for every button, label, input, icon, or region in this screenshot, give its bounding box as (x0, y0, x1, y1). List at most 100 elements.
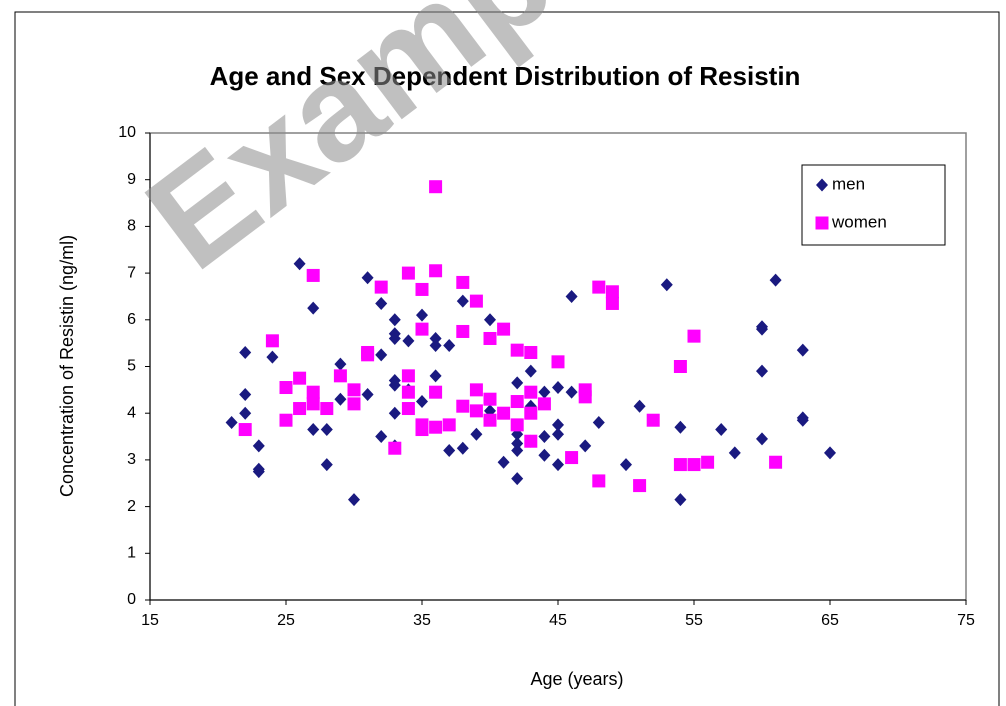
point (347, 397, 361, 411)
point (620, 458, 632, 472)
point (402, 334, 415, 348)
point (456, 324, 470, 338)
point (483, 413, 497, 427)
point (483, 392, 497, 406)
point (416, 395, 428, 409)
point (320, 402, 334, 416)
point (552, 427, 564, 441)
point (456, 275, 470, 289)
point (660, 278, 673, 292)
point (673, 458, 687, 472)
point (388, 331, 401, 345)
point (469, 294, 483, 308)
point (578, 390, 592, 404)
point (605, 285, 619, 299)
point (293, 371, 307, 385)
point (279, 413, 293, 427)
point (537, 397, 551, 411)
point (456, 294, 469, 308)
point (279, 381, 293, 395)
point (524, 385, 538, 399)
point (538, 385, 551, 399)
y-tick-label: 2 (127, 498, 136, 515)
point (565, 289, 578, 303)
point (347, 383, 361, 397)
point (306, 397, 320, 411)
point (415, 282, 429, 296)
point (497, 406, 511, 420)
point (429, 331, 442, 345)
point (756, 364, 768, 378)
point (701, 455, 715, 469)
point (239, 406, 252, 420)
point (687, 458, 701, 472)
point (443, 338, 456, 352)
point (756, 322, 768, 336)
x-tick-label: 75 (957, 612, 975, 629)
point (375, 296, 388, 310)
point (388, 378, 401, 392)
point (388, 313, 401, 327)
point (674, 420, 687, 434)
x-axis-label: Age (years) (530, 669, 623, 689)
point (401, 385, 415, 399)
point (715, 423, 728, 437)
point (551, 355, 565, 369)
point (238, 423, 252, 437)
x-tick-label: 65 (821, 612, 839, 629)
point (265, 334, 279, 348)
point (239, 388, 252, 402)
point (565, 451, 579, 465)
legend-label: women (831, 212, 887, 231)
point (456, 399, 470, 413)
point (484, 313, 496, 327)
point (361, 271, 374, 285)
point (605, 296, 619, 310)
point (552, 418, 564, 432)
point (497, 322, 511, 336)
point (456, 441, 469, 455)
point (252, 465, 265, 479)
point (633, 479, 647, 493)
point (266, 350, 279, 364)
point (415, 322, 429, 336)
y-tick-label: 5 (127, 358, 136, 375)
point (565, 385, 578, 399)
point (401, 402, 415, 416)
y-tick-label: 0 (127, 591, 136, 608)
point (470, 427, 483, 441)
point (442, 418, 456, 432)
point (633, 399, 646, 413)
point (524, 364, 537, 378)
point (552, 381, 564, 395)
point (592, 474, 606, 488)
y-tick-label: 4 (127, 404, 136, 421)
point (334, 357, 347, 371)
point (552, 458, 564, 472)
point (538, 448, 551, 462)
y-tick-label: 10 (118, 124, 136, 141)
point (293, 402, 307, 416)
legend-box (801, 164, 946, 246)
chart-title: Age and Sex Dependent Distribution of Re… (210, 61, 801, 91)
point (293, 257, 306, 271)
point (429, 385, 443, 399)
point (497, 455, 510, 469)
point (510, 343, 524, 357)
point (674, 493, 687, 507)
point (429, 338, 442, 352)
x-tick-label: 25 (277, 612, 295, 629)
point (320, 458, 333, 472)
point (334, 392, 347, 406)
point (388, 406, 401, 420)
point (579, 439, 592, 453)
point (361, 388, 374, 402)
point (443, 444, 456, 458)
point (374, 280, 388, 294)
point (306, 268, 320, 282)
legend-marker (816, 178, 828, 192)
point (306, 385, 320, 399)
point (824, 446, 836, 460)
point (538, 430, 551, 444)
